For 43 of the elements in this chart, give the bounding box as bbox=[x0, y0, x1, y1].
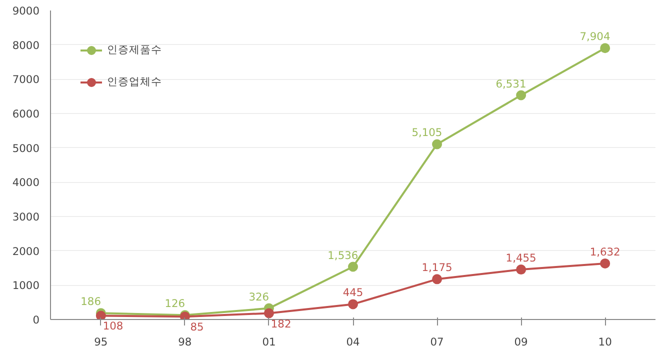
data-label: 1,536 bbox=[328, 248, 358, 262]
data-label: 1,455 bbox=[506, 252, 536, 265]
data-label: 445 bbox=[342, 286, 364, 300]
x-tick-label: 10 bbox=[598, 336, 612, 348]
data-label: 126 bbox=[164, 297, 186, 310]
point bbox=[516, 264, 526, 275]
x-tick-label: 95 bbox=[94, 336, 108, 348]
x-tick-label: 09 bbox=[514, 336, 528, 348]
data-label: 6,531 bbox=[496, 77, 526, 90]
y-tick-label: 1000 bbox=[12, 279, 40, 292]
point bbox=[516, 90, 526, 100]
data-label: 186 bbox=[80, 295, 102, 308]
data-label: 108 bbox=[102, 320, 124, 333]
y-tick-label: 9000 bbox=[12, 4, 40, 18]
y-tick-label: 4000 bbox=[12, 176, 40, 190]
y-tick-label: 0 bbox=[32, 314, 40, 326]
data-label: 7,904 bbox=[580, 30, 610, 44]
x-tick-label: 98 bbox=[178, 336, 192, 348]
x-tick-label: 01 bbox=[262, 336, 276, 348]
y-tick-label: 7000 bbox=[12, 73, 40, 86]
data-label: 1,175 bbox=[422, 261, 452, 274]
data-label: 5,105 bbox=[412, 126, 442, 140]
y-tick-label: 2000 bbox=[12, 244, 40, 258]
data-label: 85 bbox=[190, 320, 204, 334]
point bbox=[600, 43, 610, 54]
data-label: 1,632 bbox=[590, 245, 620, 258]
legend-label: 인증제품수 bbox=[107, 43, 162, 57]
legend-label: 인증업체수 bbox=[107, 75, 162, 89]
data-label: 326 bbox=[248, 290, 270, 304]
data-label: 182 bbox=[270, 317, 292, 330]
x-tick-label: 04 bbox=[346, 336, 360, 348]
y-tick-label: 5000 bbox=[12, 142, 40, 155]
point bbox=[264, 308, 274, 318]
point bbox=[348, 299, 358, 310]
point bbox=[96, 310, 106, 320]
x-tick-label: 07 bbox=[430, 336, 444, 348]
y-tick-label: 8000 bbox=[12, 38, 40, 52]
point bbox=[348, 262, 358, 272]
point bbox=[432, 139, 442, 150]
y-tick-label: 3000 bbox=[12, 210, 40, 224]
y-tick-label: 6000 bbox=[12, 108, 40, 120]
point bbox=[600, 258, 610, 268]
point bbox=[432, 274, 442, 284]
